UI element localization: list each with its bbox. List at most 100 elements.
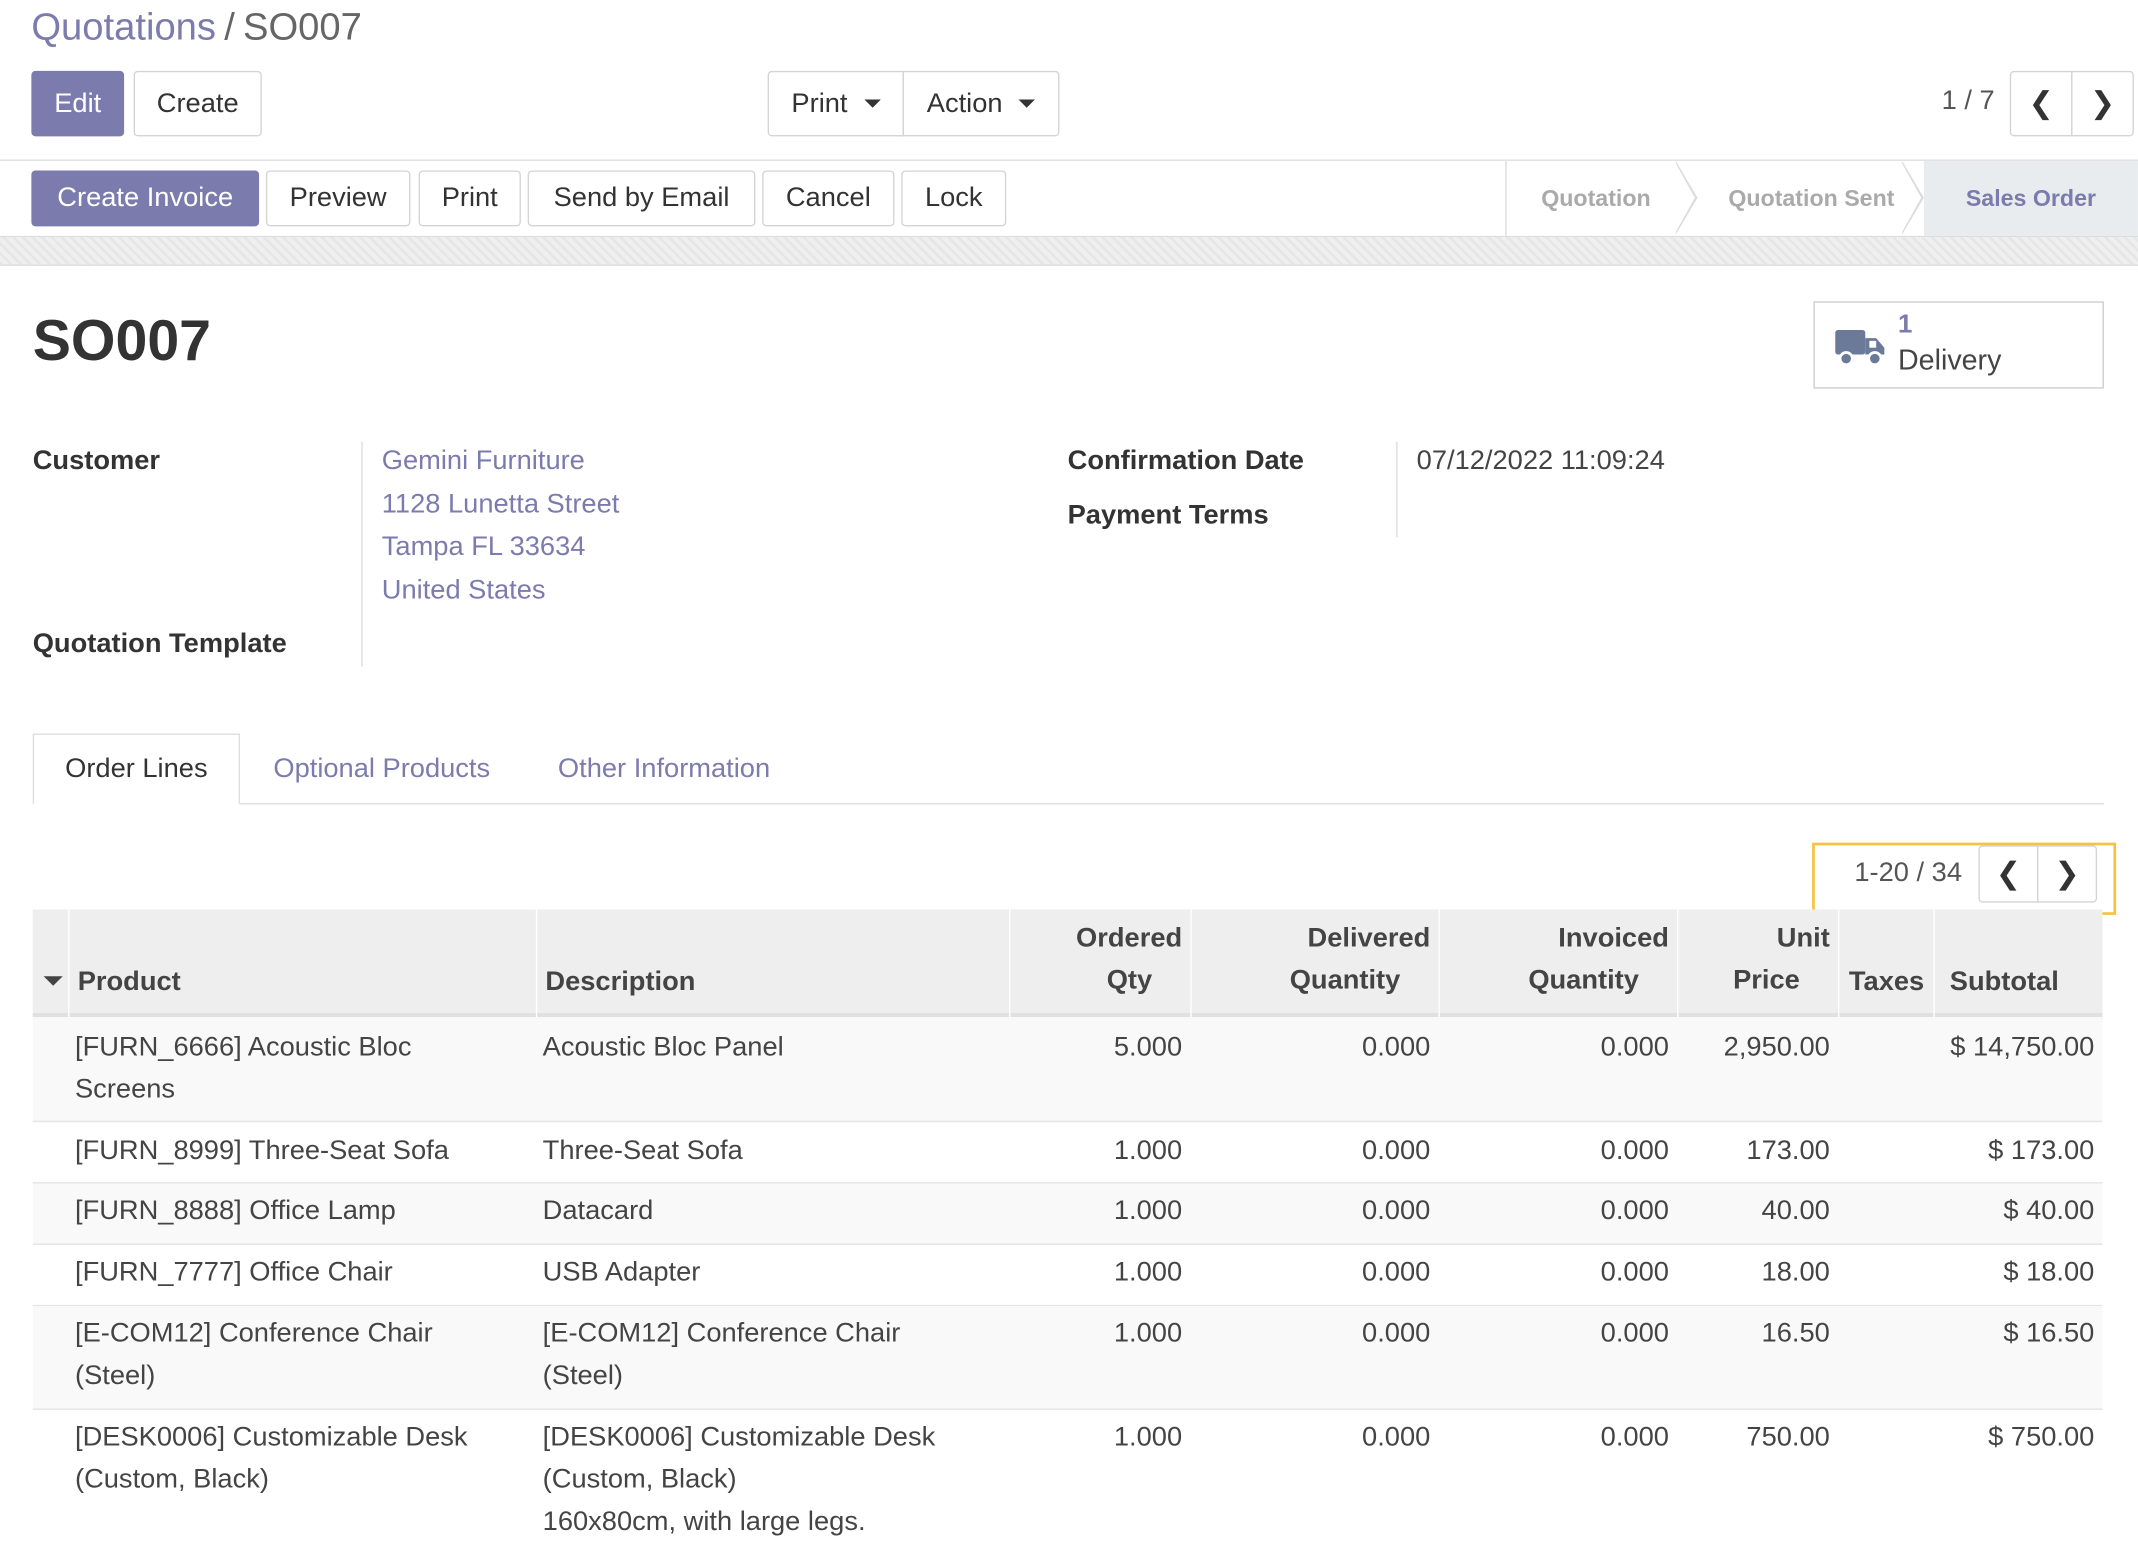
tab-optional-products[interactable]: Optional Products xyxy=(273,753,491,784)
delivery-count: 1 xyxy=(1897,310,1913,340)
product-line: [FURN_7777] Office Chair xyxy=(74,1257,393,1288)
field-divider xyxy=(1396,441,1398,538)
cell-product: [E-COM12] Conference Chair (Steel) xyxy=(75,1313,433,1398)
order-lines-table-header xyxy=(32,909,2103,1018)
action-dropdown[interactable]: Action xyxy=(902,70,1060,137)
table-row[interactable]: [FURN_8999] Three-Seat Sofa Three-Seat S… xyxy=(32,1122,2103,1184)
description-line: 160x80cm, with large legs. xyxy=(542,1506,866,1537)
create-invoice-button[interactable]: Create Invoice xyxy=(31,170,260,227)
tab-other-information[interactable]: Other Information xyxy=(557,753,771,784)
cell-delivered: 0.000 xyxy=(1362,1257,1431,1288)
confirmation-date-value: 07/12/2022 11:09:24 xyxy=(1416,445,1665,476)
edit-button[interactable]: Edit xyxy=(31,70,125,137)
cancel-button[interactable]: Cancel xyxy=(762,170,895,227)
stage-quotation[interactable]: Quotation xyxy=(1541,184,1651,211)
preview-button[interactable]: Preview xyxy=(265,170,411,227)
cell-product: [FURN_7777] Office Chair xyxy=(75,1252,393,1294)
description-line: (Custom, Black) xyxy=(542,1464,737,1495)
cell-product: [DESK0006] Customizable Desk (Custom, Bla… xyxy=(75,1417,468,1502)
cell-ordered-qty: 1.000 xyxy=(1113,1135,1183,1166)
customer-name-link[interactable]: Gemini Furniture xyxy=(381,445,585,476)
print-dropdown[interactable]: Print xyxy=(767,70,905,137)
stage-quotation-sent[interactable]: Quotation Sent xyxy=(1728,184,1895,211)
description-line: Three-Seat Sofa xyxy=(542,1135,743,1166)
column-separator xyxy=(1190,909,1192,1018)
column-header-subtotal[interactable]: Subtotal xyxy=(1949,966,2059,997)
table-row[interactable]: [FURN_8888] Office Lamp Datacard 1.000 0… xyxy=(32,1183,2103,1245)
stage-sales-order[interactable]: Sales Order xyxy=(1923,160,2138,236)
print-button[interactable]: Print xyxy=(418,170,521,227)
cell-ordered-qty: 1.000 xyxy=(1113,1318,1183,1349)
cell-description: [E-COM12] Conference Chair (Steel) xyxy=(543,1313,901,1398)
lines-pager-value[interactable]: 1-20 / 34 xyxy=(1854,857,1963,888)
description-line: USB Adapter xyxy=(542,1257,701,1288)
column-header-invoiced-line2: Quantity xyxy=(1528,965,1639,996)
table-row[interactable]: [E-COM12] Conference Chair (Steel) [E-COM… xyxy=(32,1306,2103,1410)
product-line: Screens xyxy=(74,1074,176,1105)
tab-order-lines[interactable]: Order Lines xyxy=(32,733,240,805)
column-separator xyxy=(1438,909,1440,1018)
cell-ordered-qty: 1.000 xyxy=(1113,1195,1183,1226)
chevron-left-icon: ❮ xyxy=(2028,86,2054,121)
payment-terms-label: Payment Terms xyxy=(1067,500,1269,531)
cell-ordered-qty: 5.000 xyxy=(1113,1032,1183,1063)
cell-subtotal: $ 16.50 xyxy=(2003,1318,2095,1349)
field-divider xyxy=(361,441,363,667)
cell-unit-price: 2,950.00 xyxy=(1723,1032,1830,1063)
quotation-template-label: Quotation Template xyxy=(32,628,287,659)
product-line: [FURN_6666] Acoustic Bloc xyxy=(74,1032,412,1063)
customer-street[interactable]: 1128 Lunetta Street xyxy=(381,489,620,520)
pager-next-button[interactable]: ❯ xyxy=(2071,70,2134,137)
column-header-ordered-line2: Qty xyxy=(1106,965,1153,996)
cell-description: [DESK0006] Customizable Desk (Custom, Bla… xyxy=(543,1417,936,1544)
cell-subtotal: $ 14,750.00 xyxy=(1950,1032,2095,1063)
cell-delivered: 0.000 xyxy=(1362,1195,1431,1226)
column-header-unit-price[interactable]: Unit Price xyxy=(1677,918,1830,1003)
record-pager-value[interactable]: 1 / 7 xyxy=(1941,85,1995,116)
customer-country[interactable]: United States xyxy=(381,575,546,606)
column-header-description[interactable]: Description xyxy=(545,966,696,997)
cell-ordered-qty: 1.000 xyxy=(1113,1257,1183,1288)
customer-label: Customer xyxy=(32,445,161,476)
control-panel: Quotations / SO007 Edit Create Print Actio… xyxy=(0,0,2138,161)
create-button[interactable]: Create xyxy=(133,70,262,137)
stage-divider xyxy=(1505,160,1507,236)
send-by-email-button[interactable]: Send by Email xyxy=(527,170,756,227)
status-bar: Create Invoice Preview Print Send by Ema… xyxy=(0,160,2138,238)
column-header-taxes[interactable]: Taxes xyxy=(1848,966,1925,997)
column-header-ordered-qty[interactable]: Ordered Qty xyxy=(1009,918,1182,1003)
cell-description: USB Adapter xyxy=(543,1252,701,1294)
sheet-background-stripe xyxy=(0,237,2138,266)
cell-delivered: 0.000 xyxy=(1362,1135,1431,1166)
cell-description: Three-Seat Sofa xyxy=(543,1130,743,1172)
table-row[interactable]: [FURN_7777] Office Chair USB Adapter 1.0… xyxy=(32,1245,2103,1307)
delivery-smart-button[interactable]: 1 Delivery xyxy=(1813,301,2104,389)
confirmation-date-label: Confirmation Date xyxy=(1067,445,1304,476)
column-separator xyxy=(1677,909,1679,1018)
product-line: (Custom, Black) xyxy=(74,1464,269,1495)
cell-invoiced: 0.000 xyxy=(1600,1135,1669,1166)
column-header-price-line1: Unit xyxy=(1776,923,1830,954)
breadcrumb-quotations-link[interactable]: Quotations xyxy=(31,5,217,48)
lines-pager-next-button[interactable]: ❯ xyxy=(2037,845,2098,903)
column-header-product[interactable]: Product xyxy=(77,966,181,997)
sort-caret-icon[interactable] xyxy=(43,976,63,986)
print-dropdown-label: Print xyxy=(791,87,848,118)
cell-unit-price: 173.00 xyxy=(1746,1135,1830,1166)
column-header-delivered-quantity[interactable]: Delivered Quantity xyxy=(1190,918,1431,1003)
cell-unit-price: 750.00 xyxy=(1746,1422,1830,1453)
pager-previous-button[interactable]: ❮ xyxy=(2009,70,2073,137)
lock-button[interactable]: Lock xyxy=(901,170,1007,227)
cell-invoiced: 0.000 xyxy=(1600,1257,1669,1288)
customer-city[interactable]: Tampa FL 33634 xyxy=(381,531,586,562)
cell-product: [FURN_8888] Office Lamp xyxy=(75,1190,396,1232)
column-header-invoiced-line1: Invoiced xyxy=(1558,923,1669,954)
cell-unit-price: 18.00 xyxy=(1761,1257,1830,1288)
column-separator xyxy=(1933,909,1935,1018)
column-header-invoiced-quantity[interactable]: Invoiced Quantity xyxy=(1438,918,1669,1003)
cell-invoiced: 0.000 xyxy=(1600,1422,1669,1453)
column-separator xyxy=(535,909,538,1018)
table-row[interactable]: [FURN_6666] Acoustic Bloc Screens Acousti… xyxy=(32,1017,2103,1123)
lines-pager-previous-button[interactable]: ❮ xyxy=(1978,845,2039,903)
table-row[interactable]: [DESK0006] Customizable Desk (Custom, Bla… xyxy=(33,1410,2103,1546)
